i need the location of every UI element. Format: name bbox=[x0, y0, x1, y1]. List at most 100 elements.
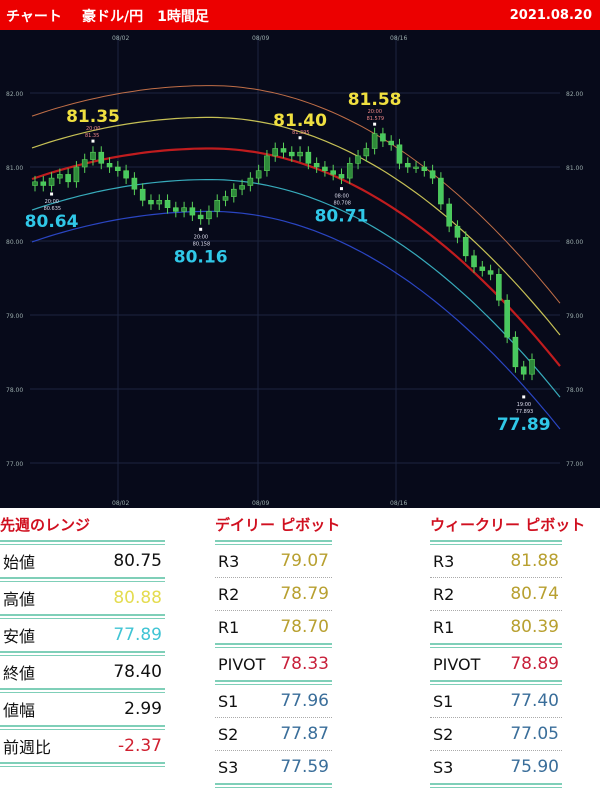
candle-body bbox=[148, 200, 154, 205]
table-row: S1 77.96 bbox=[215, 685, 332, 717]
divider bbox=[215, 783, 332, 788]
y-tick-label: 82.00 bbox=[566, 91, 583, 98]
candle-body bbox=[139, 188, 146, 201]
table-row: R3 81.88 bbox=[430, 545, 562, 577]
divider bbox=[430, 540, 562, 545]
annotation-value: 81.395 bbox=[292, 130, 310, 136]
channel-band-lower bbox=[31, 179, 561, 398]
table-row: R2 78.79 bbox=[215, 578, 332, 610]
y-tick-label: 77.00 bbox=[6, 461, 23, 468]
row-value: 80.75 bbox=[113, 551, 162, 571]
header-bar: チャート 豪ドル/円 1時間足 2021.08.20 bbox=[0, 0, 600, 30]
candle-body bbox=[73, 166, 80, 183]
annotation-label: 81.40 bbox=[273, 111, 327, 131]
candle-body bbox=[413, 166, 419, 169]
x-tick-label: 08/09 bbox=[252, 500, 269, 507]
row-label: 終値 bbox=[3, 664, 36, 683]
candle-body bbox=[388, 140, 394, 146]
candle-body bbox=[90, 151, 96, 160]
annotation-value: 81.35 bbox=[85, 133, 99, 139]
candle-body bbox=[338, 174, 345, 179]
candle-body bbox=[40, 181, 47, 186]
candle-body bbox=[512, 336, 519, 368]
channel-band-upper bbox=[31, 116, 561, 336]
divider bbox=[430, 680, 562, 685]
row-value: 77.96 bbox=[280, 691, 329, 711]
candle-body bbox=[197, 214, 204, 220]
divider bbox=[430, 750, 562, 751]
row-value: 77.05 bbox=[510, 724, 559, 744]
extreme-marker bbox=[50, 192, 54, 196]
candle-body bbox=[48, 177, 55, 186]
divider bbox=[0, 725, 165, 730]
divider bbox=[215, 643, 332, 648]
table-row: R1 78.70 bbox=[215, 611, 332, 643]
y-tick-label: 80.00 bbox=[566, 239, 583, 246]
annotation-time: 19:00 bbox=[517, 402, 531, 408]
x-tick-label: 08/09 bbox=[252, 35, 269, 42]
row-value: 2.99 bbox=[124, 699, 162, 719]
annotation-label: 81.58 bbox=[348, 90, 402, 110]
row-value: 80.88 bbox=[113, 588, 162, 608]
divider bbox=[215, 680, 332, 685]
y-tick-label: 78.00 bbox=[6, 387, 23, 394]
y-tick-label: 79.00 bbox=[6, 313, 23, 320]
candle-body bbox=[123, 170, 129, 179]
table-row: 値幅 2.99 bbox=[0, 693, 165, 725]
price-chart: 82.00 82.00 81.00 81.00 80.00 80.00 79.00 79.00… bbox=[0, 30, 600, 508]
table-row: R3 79.07 bbox=[215, 545, 332, 577]
divider bbox=[0, 577, 165, 582]
candle-body bbox=[98, 151, 105, 164]
daily-pivot-table: デイリー ピボット R3 79.07 R2 78.79 R1 78.70 PIVOT 78.33… bbox=[215, 510, 340, 788]
candle-body bbox=[429, 170, 436, 179]
candle-body bbox=[421, 166, 428, 171]
divider bbox=[0, 540, 165, 545]
annotation-time: 20:00 bbox=[194, 234, 208, 240]
table-row: S3 77.59 bbox=[215, 751, 332, 783]
row-label: S2 bbox=[433, 724, 454, 744]
candle-body bbox=[181, 207, 187, 212]
channel-band-outer-upper bbox=[31, 85, 561, 304]
y-tick-label: 82.00 bbox=[6, 91, 23, 98]
row-value: 78.89 bbox=[510, 654, 559, 674]
candle-body bbox=[280, 148, 287, 153]
candle-body bbox=[173, 207, 179, 212]
annotation-value: 80.708 bbox=[333, 201, 351, 207]
table-row: S2 77.05 bbox=[430, 718, 562, 750]
extreme-marker bbox=[298, 136, 302, 140]
row-value: 78.33 bbox=[280, 654, 329, 674]
row-value: 77.40 bbox=[510, 691, 559, 711]
candle-body bbox=[479, 266, 486, 271]
candle-body bbox=[106, 163, 113, 168]
candle-body bbox=[487, 270, 494, 275]
annotation-time: 20:00 bbox=[368, 109, 382, 115]
row-value: 77.59 bbox=[280, 757, 329, 777]
candle-body bbox=[529, 359, 535, 375]
row-label: PIVOT bbox=[433, 654, 481, 674]
row-label: PIVOT bbox=[218, 654, 266, 674]
row-value: 77.89 bbox=[113, 625, 162, 645]
candle-body bbox=[239, 185, 245, 190]
candle-body bbox=[189, 207, 196, 216]
divider bbox=[0, 762, 165, 767]
divider bbox=[215, 610, 332, 611]
row-label: 始値 bbox=[3, 553, 36, 572]
row-label: R3 bbox=[433, 551, 455, 571]
x-tick-label: 08/02 bbox=[112, 35, 129, 42]
candle-body bbox=[32, 181, 38, 186]
x-tick-label: 08/02 bbox=[112, 500, 129, 507]
candle-body bbox=[115, 166, 121, 171]
annotation-label: 80.71 bbox=[315, 207, 369, 227]
y-tick-label: 81.00 bbox=[6, 165, 23, 172]
divider bbox=[0, 688, 165, 693]
annotation-label: 80.16 bbox=[174, 247, 228, 267]
row-label: 安値 bbox=[3, 627, 36, 646]
candle-body bbox=[65, 174, 71, 183]
row-label: R3 bbox=[218, 551, 240, 571]
table-row: S1 77.40 bbox=[430, 685, 562, 717]
channel-center bbox=[31, 147, 561, 367]
header-label: チャート bbox=[6, 9, 62, 25]
candle-body bbox=[156, 200, 163, 205]
candle-body bbox=[247, 177, 254, 186]
table-row: S3 75.90 bbox=[430, 751, 562, 783]
